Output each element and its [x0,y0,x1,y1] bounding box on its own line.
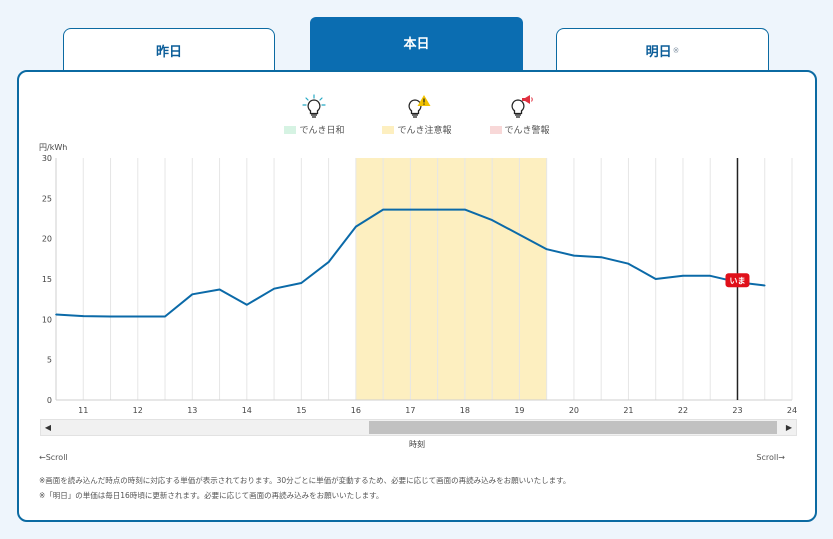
bulb-normal-icon [302,94,327,118]
legend-item-caution: でんき注意報 [382,94,452,136]
tab-yesterday-label: 昨日 [155,44,182,60]
x-tick-label: 24 [787,406,797,415]
price-data-point [409,208,412,211]
price-data-point [218,288,221,291]
x-tick-label: 16 [351,406,361,415]
price-data-point [273,287,275,290]
price-line-chart: 0 5 10 15 20 25 30 円/kWh 11 12 13 14 15 16 17 18 19 20 21 2… [39,143,797,449]
price-data-point [436,208,439,211]
tab-today[interactable]: 本日 [310,17,523,73]
price-data-point [382,208,384,211]
price-chart-panel: でんき日和 でんき注意報 [17,70,817,522]
legend-label-warning: でんき警報 [504,126,550,136]
tab-yesterday[interactable]: 昨日 [63,28,275,71]
price-data-point [464,208,466,211]
price-data-point [109,315,112,318]
scrollbar-thumb[interactable] [369,421,777,434]
y-axis-unit-label: 円/kWh [39,143,67,152]
y-tick-label: 30 [42,154,52,163]
legend-label-caution: でんき注意報 [397,126,452,136]
x-tick-label: 20 [569,406,579,415]
legend: でんき日和 でんき注意報 [19,94,815,136]
scroll-right-hint: Scroll→ [756,453,785,462]
legend-item-normal: でんき日和 [284,94,344,136]
price-data-point [491,219,493,221]
price-data-point [573,254,575,257]
caution-band [355,158,547,400]
price-data-point [164,315,166,318]
tab-today-label: 本日 [403,36,430,52]
now-marker-badge [725,273,750,288]
scroll-right-arrow-icon[interactable]: ▶ [785,423,793,432]
x-tick-label: 12 [133,406,143,415]
chart-scrollbar[interactable]: ◀ ▶ [40,419,797,436]
scroll-left-hint: ←Scroll [39,453,68,462]
y-tick-label: 20 [42,235,52,244]
price-data-point [327,261,330,263]
x-axis-label: 時刻 [409,439,425,449]
tab-tomorrow-note-mark: ※ [672,45,680,55]
x-tick-label: 21 [623,406,633,415]
price-data-point [627,262,630,265]
legend-swatch-warning [489,125,502,134]
now-marker-label: いま [729,277,745,286]
bulb-warning-icon [510,95,533,118]
price-data-point [682,274,684,277]
price-data-point [600,256,602,259]
x-tick-label: 18 [460,406,470,415]
y-tick-label: 0 [47,396,52,405]
x-tick-label: 13 [187,406,197,415]
price-data-point [55,313,57,316]
y-tick-label: 10 [42,315,52,324]
x-tick-label: 15 [296,406,306,415]
price-data-point [709,274,712,277]
y-tick-label: 5 [47,356,52,365]
x-tick-label: 17 [405,406,415,415]
price-data-point [545,248,548,250]
y-tick-label: 25 [42,194,52,203]
legend-label-normal: でんき日和 [299,126,345,136]
scroll-left-arrow-icon[interactable]: ◀ [44,423,52,432]
price-data-point [518,233,521,236]
legend-item-warning: でんき警報 [489,94,550,136]
y-tick-label: 15 [42,275,52,284]
footnote-tomorrow-update: ※「明日」の単価は毎日16時頃に更新されます。必要に応じて画面の再読み込みをお願… [39,491,384,500]
price-data-point [300,282,303,284]
footnote-reload: ※画面を読み込んだ時点の時刻に対応する単価が表示されております。30分ごとに単価… [39,476,571,485]
price-data-point [246,304,248,306]
bulb-caution-icon [408,95,431,118]
price-data-point [654,278,657,280]
x-tick-label: 23 [732,406,742,415]
x-tick-label: 11 [78,406,88,415]
price-data-point [82,315,85,317]
legend-swatch-normal [284,125,297,134]
tab-tomorrow-label: 明日 [645,44,672,60]
price-data-point [136,315,139,318]
x-tick-label: 14 [242,406,252,415]
x-tick-label: 22 [678,406,688,415]
price-data-point [191,293,194,296]
price-data-point [763,284,766,287]
x-tick-label: 19 [514,406,524,415]
tab-tomorrow[interactable]: 明日 ※ [556,28,769,71]
price-data-point [355,225,357,228]
legend-swatch-caution [382,125,395,134]
